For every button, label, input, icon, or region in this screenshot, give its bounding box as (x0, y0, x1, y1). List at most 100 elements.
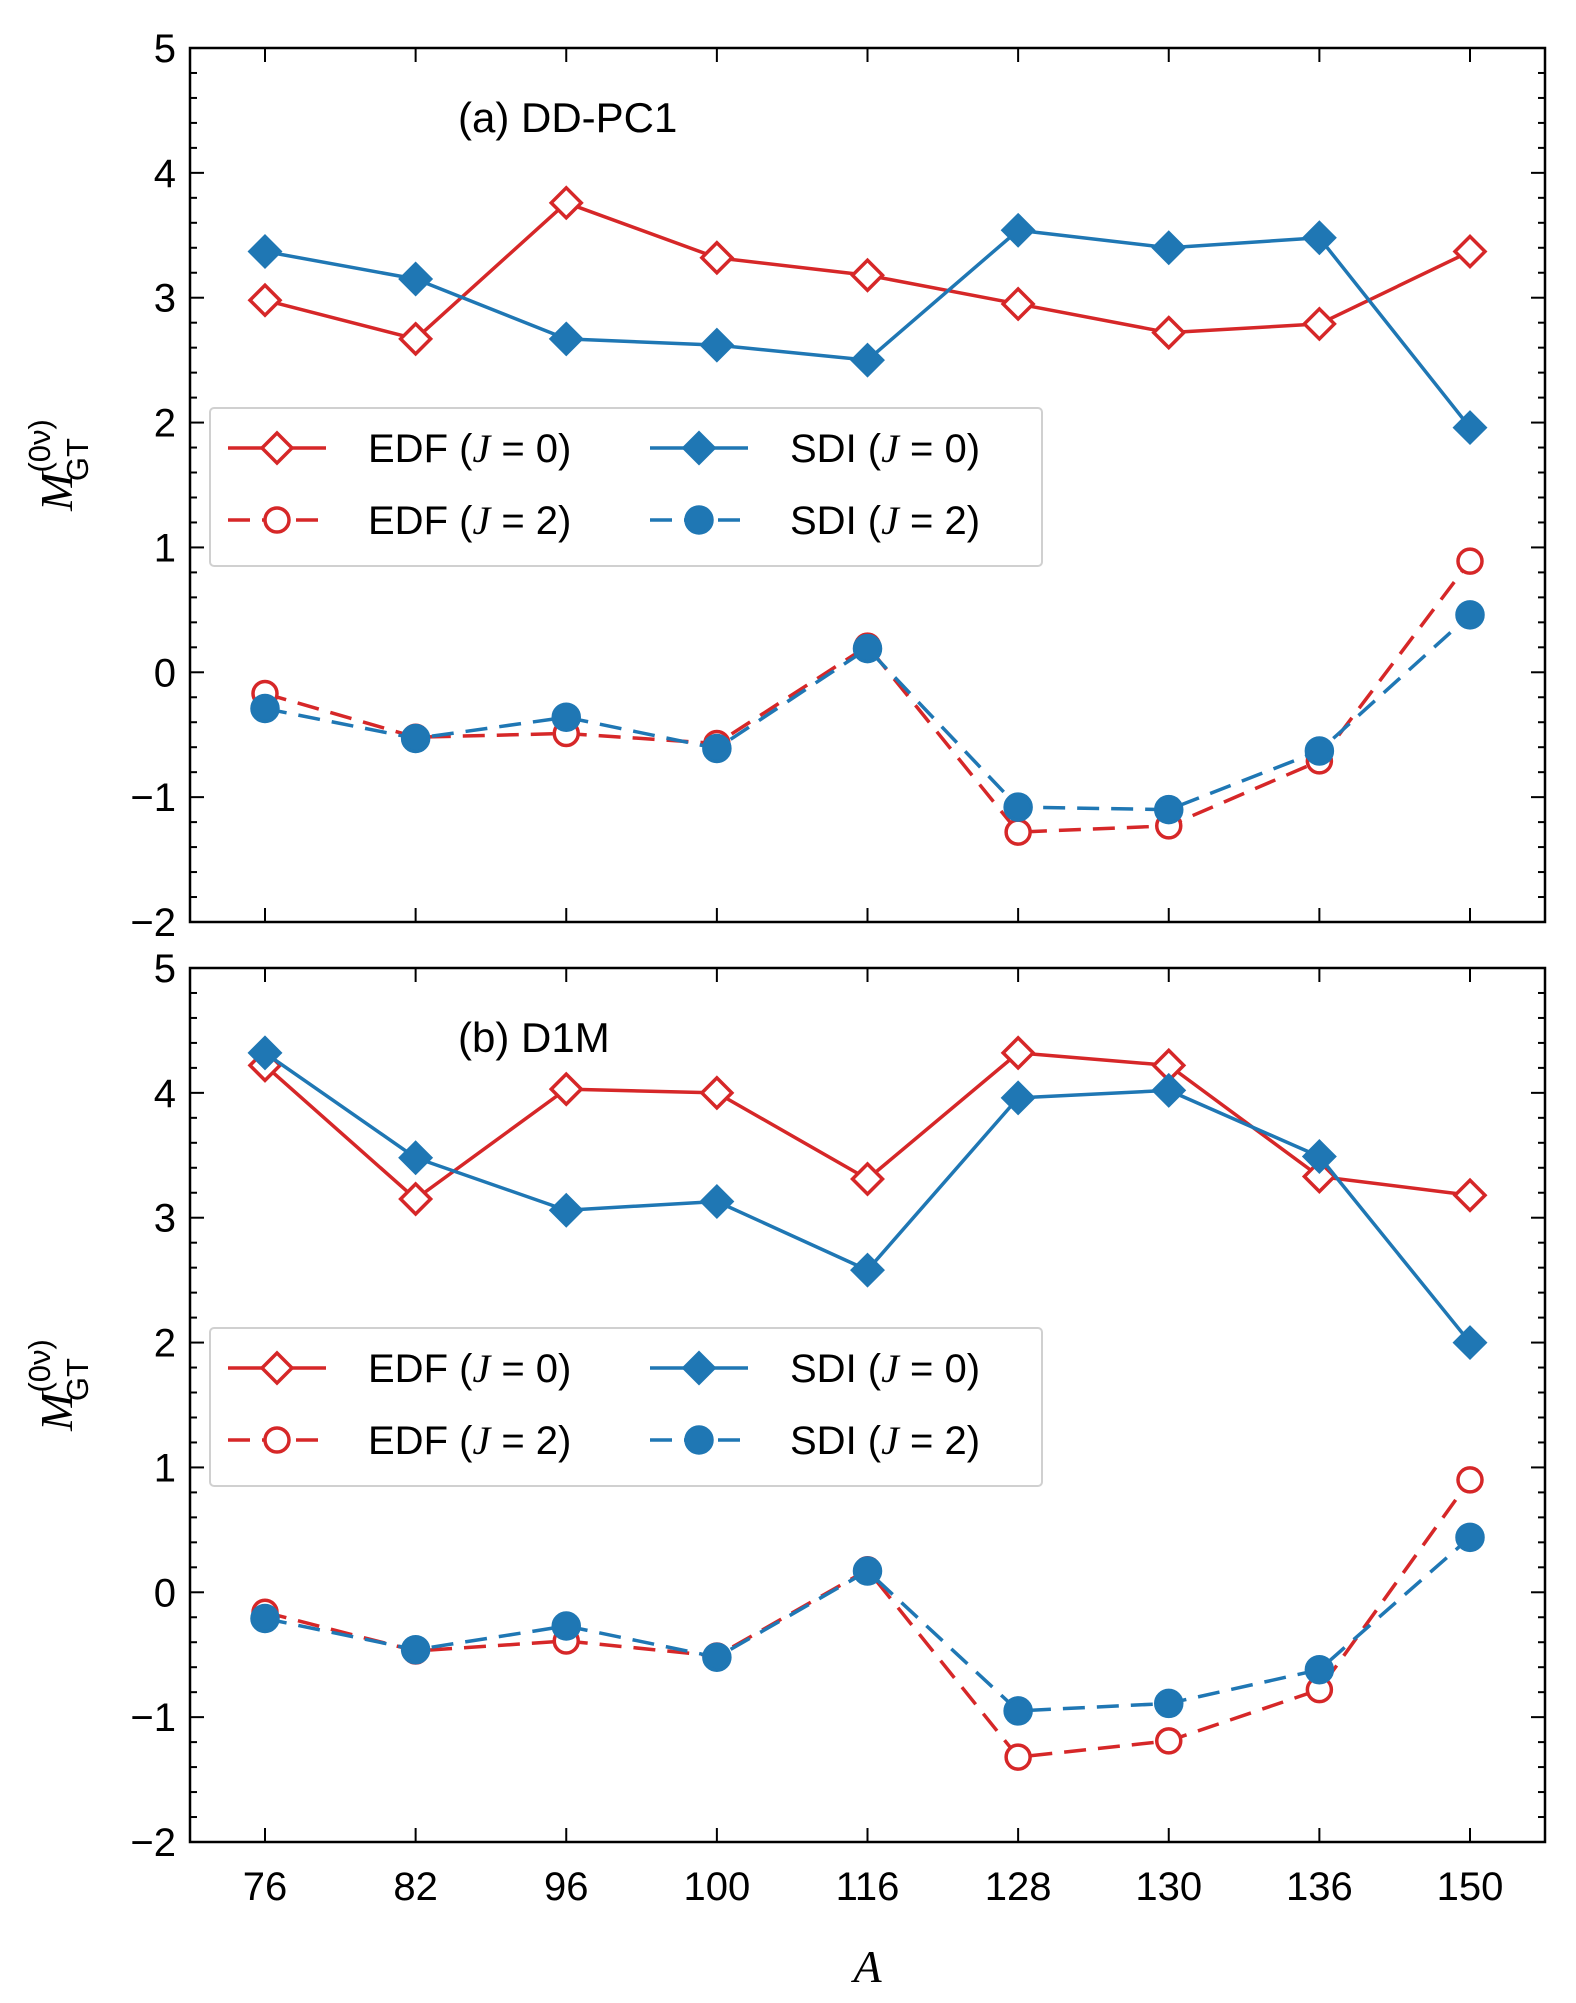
x-axis-label: A (850, 1941, 882, 1992)
data-point-sdi-j2 (1003, 792, 1033, 822)
data-point-edf-j2 (1004, 1743, 1032, 1771)
series-sdi-j2 (250, 1522, 1485, 1726)
y-tick-label: 1 (154, 526, 176, 570)
data-point-sdi-j2 (852, 633, 883, 664)
legend: EDF (J = 0) SDI (J = 0) EDF (J = 2) SDI (J … (209, 407, 1043, 567)
series-sdi-j2 (250, 600, 1485, 825)
panel-a: −2 −1 0 1 2 3 4 5 (a) DD-PC1 EDF (J = 0) SDI (J = … (22, 27, 1547, 945)
data-point-edf-j2 (1456, 1466, 1484, 1494)
data-point-edf-j0 (398, 1181, 434, 1217)
y-tick-label: 5 (154, 27, 176, 71)
plot-frame (188, 966, 1547, 1844)
x-tick-label: 116 (836, 1865, 900, 1909)
data-point-edf-j0 (247, 282, 283, 318)
data-point-sdi-j0 (1301, 1139, 1337, 1175)
y-tick-label: 0 (154, 1571, 176, 1615)
y-tick-label: −1 (130, 776, 176, 820)
y-tick-label: 1 (154, 1446, 176, 1490)
legend-label: SDI (J = 2) (790, 1418, 980, 1463)
data-point-sdi-j0 (1452, 1325, 1488, 1361)
data-point-edf-j0 (699, 1075, 735, 1111)
y-axis-label: M(0ν)GT (22, 419, 95, 512)
data-point-sdi-j2 (551, 1611, 581, 1641)
legend-marker (681, 430, 717, 466)
data-point-edf-j0 (1000, 1035, 1036, 1071)
legend-label: EDF (J = 0) (368, 1346, 571, 1391)
y-tick-label: 3 (154, 277, 176, 321)
data-point-sdi-j2 (551, 702, 581, 732)
y-tick-label: −2 (130, 901, 176, 945)
legend-marker (681, 1350, 717, 1386)
data-point-sdi-j2 (1455, 1522, 1485, 1553)
x-tick-label: 150 (1437, 1865, 1504, 1909)
data-point-sdi-j0 (548, 321, 584, 357)
series-sdi-j0 (247, 212, 1488, 446)
series-edf-j2 (251, 547, 1484, 846)
y-tick-label: 4 (154, 152, 176, 196)
data-point-sdi-j0 (247, 1035, 283, 1071)
data-point-edf-j0 (398, 321, 434, 357)
x-tick-label: 128 (985, 1865, 1052, 1909)
y-tick-label: 3 (154, 1197, 176, 1241)
data-point-edf-j0 (548, 185, 584, 221)
legend-marker (263, 506, 291, 534)
legend-marker (684, 1425, 714, 1455)
data-point-sdi-j2 (1455, 600, 1485, 630)
data-point-sdi-j0 (850, 342, 885, 378)
x-tick-label: 130 (1135, 1865, 1202, 1909)
legend-marker (263, 1426, 291, 1454)
data-point-sdi-j0 (548, 1192, 584, 1228)
legend-label: SDI (J = 0) (790, 426, 980, 471)
series-line-sdi-j2 (264, 613, 1472, 812)
y-tick-label: 2 (154, 402, 176, 446)
data-point-sdi-j2 (702, 1642, 732, 1672)
y-tick-label: −2 (130, 1821, 176, 1865)
panel-b: −2 −1 0 1 2 3 4 5 76 82 96 100 116 128 130 136 150 (b) D1… (22, 947, 1547, 1909)
data-point-edf-j0 (1452, 234, 1488, 269)
data-point-sdi-j0 (1301, 220, 1337, 256)
y-axis-label: M(0ν)GT (22, 1339, 95, 1432)
series-line-edf-j2 (264, 1478, 1472, 1759)
legend-box (209, 1327, 1043, 1487)
legend-entry-sdi-j0: SDI (J = 0) (650, 1346, 980, 1391)
legend-entry-sdi-j2: SDI (J = 2) (650, 1418, 980, 1463)
data-point-sdi-j2 (852, 1556, 883, 1586)
data-point-sdi-j2 (250, 1603, 280, 1634)
data-point-sdi-j0 (699, 327, 735, 363)
data-point-edf-j2 (1456, 547, 1484, 575)
legend-label: EDF (J = 0) (368, 426, 571, 471)
data-point-edf-j0 (548, 1071, 584, 1107)
data-point-sdi-j0 (699, 1184, 735, 1219)
x-tick-label: 100 (684, 1865, 751, 1909)
data-point-edf-j0 (850, 257, 885, 293)
legend-marker (259, 1350, 295, 1386)
data-point-sdi-j0 (1000, 212, 1036, 248)
legend-box (209, 407, 1043, 567)
panel-title: (b) D1M (458, 1014, 610, 1061)
data-point-edf-j0 (850, 1161, 885, 1197)
series-edf-j0 (247, 185, 1488, 357)
data-point-edf-j0 (699, 240, 735, 276)
legend: EDF (J = 0) SDI (J = 0) EDF (J = 2) SDI (J … (209, 1327, 1043, 1487)
data-point-edf-j2 (1004, 818, 1032, 846)
data-point-sdi-j0 (398, 1140, 434, 1176)
series-edf-j0 (247, 1035, 1488, 1217)
data-point-sdi-j0 (1151, 230, 1187, 266)
legend-label: SDI (J = 0) (790, 1346, 980, 1391)
y-tick-label: 2 (154, 1322, 176, 1366)
legend-entry-edf-j0: EDF (J = 0) (228, 1346, 571, 1391)
series-line-edf-j2 (264, 560, 1472, 834)
y-tick-label: 5 (154, 947, 176, 991)
data-point-edf-j0 (1000, 286, 1036, 322)
data-point-sdi-j2 (1154, 794, 1184, 825)
legend-label: EDF (J = 2) (368, 498, 571, 543)
data-point-sdi-j2 (1304, 736, 1335, 766)
data-point-sdi-j0 (1000, 1080, 1036, 1116)
panel-title: (a) DD-PC1 (458, 94, 677, 141)
legend-entry-edf-j2: EDF (J = 2) (228, 498, 571, 543)
data-point-sdi-j2 (400, 1634, 431, 1665)
legend-label: SDI (J = 2) (790, 498, 980, 543)
legend-label: EDF (J = 2) (368, 1418, 571, 1463)
x-tick-label: 82 (393, 1865, 438, 1909)
data-point-sdi-j0 (398, 261, 434, 297)
